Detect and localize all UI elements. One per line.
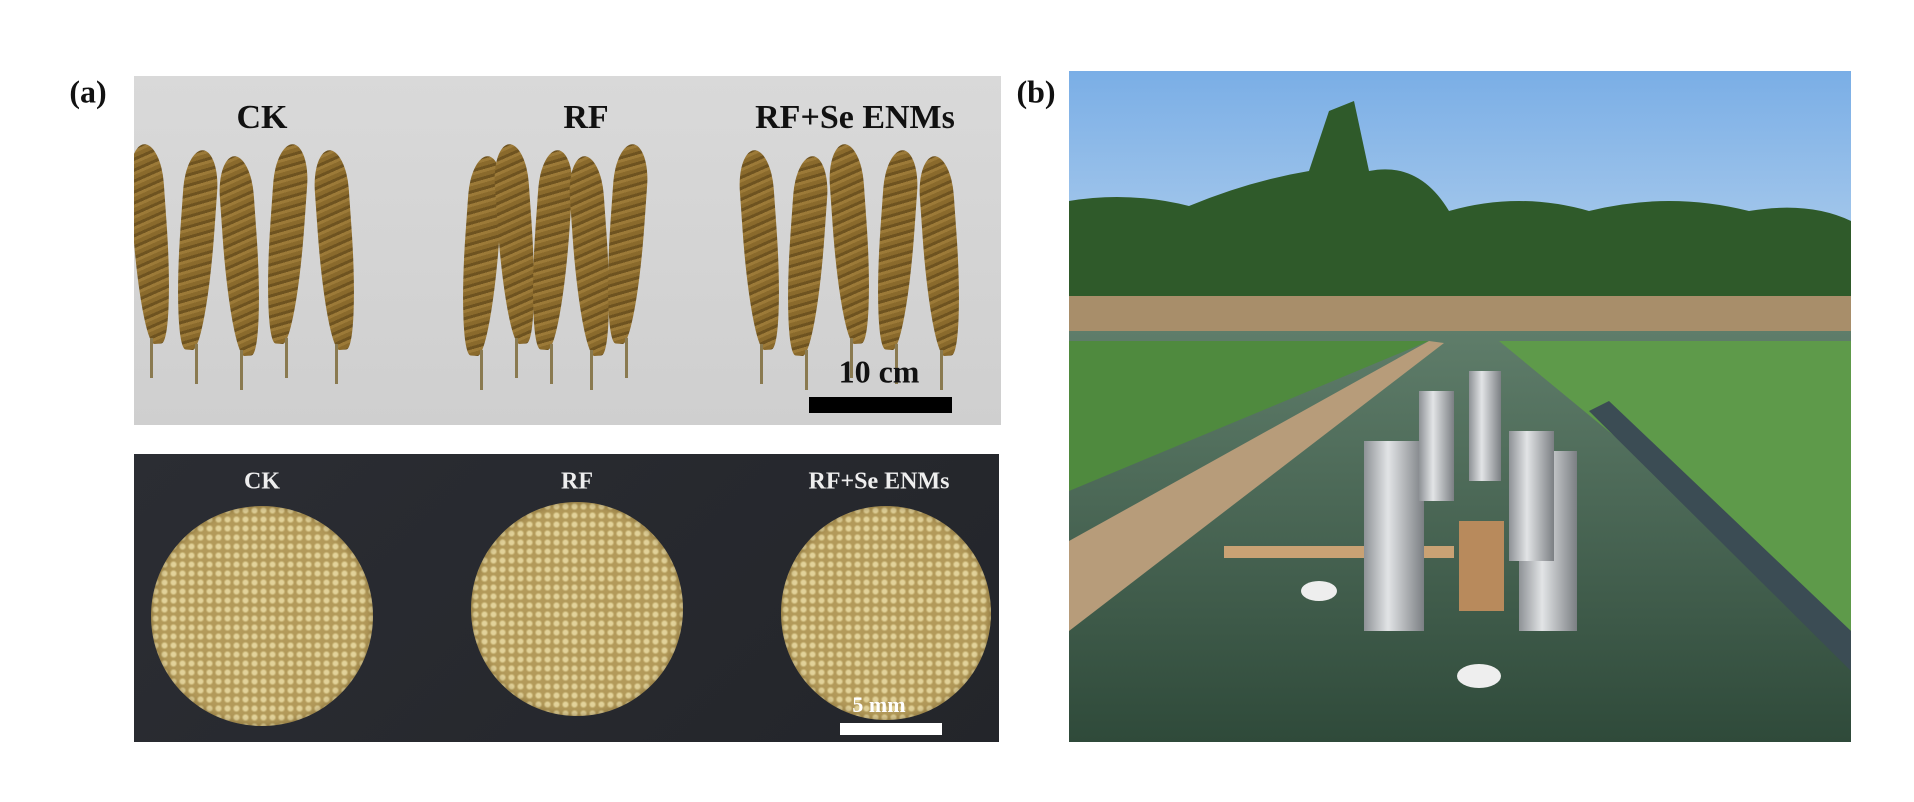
panicle-stem <box>195 344 198 384</box>
group-label-rf-se: RF+Se ENMs <box>808 468 950 495</box>
panicle <box>872 149 920 351</box>
panicle <box>527 149 575 351</box>
grain-pile-rf-se <box>781 506 991 720</box>
wooden-stand <box>1459 521 1504 611</box>
plot-divider <box>1589 401 1851 671</box>
treeline <box>1069 101 1851 311</box>
metal-cylinder <box>1509 431 1554 561</box>
panicle-stem <box>590 350 593 390</box>
white-funnel <box>1301 581 1337 601</box>
walkway <box>1069 341 1444 631</box>
metal-cylinder <box>1419 391 1454 501</box>
embankment <box>1069 296 1851 336</box>
grain-pile-rf <box>471 502 683 716</box>
panicle-stem <box>150 338 153 378</box>
scale-bar-label: 5 mm <box>852 692 906 717</box>
panicle-stem <box>805 350 808 390</box>
panicle <box>134 143 175 345</box>
panel-a-label: (a) <box>69 73 107 110</box>
panicle <box>827 143 875 345</box>
panicle-stem <box>940 350 943 390</box>
field-scene <box>1069 71 1851 742</box>
panicle-stem <box>515 338 518 378</box>
grain-pile-ck <box>151 506 373 726</box>
panicle-stem <box>625 338 628 378</box>
panicle <box>262 143 310 345</box>
panicles-photo: CK RF RF+Se ENMs 10 cm <box>134 76 1001 425</box>
panicle <box>917 155 965 357</box>
group-label-rf: RF <box>563 99 609 136</box>
metal-cylinder <box>1364 441 1424 631</box>
panicle-stem <box>550 344 553 384</box>
group-label-rf-se: RF+Se ENMs <box>755 99 955 136</box>
paddy-field-photo <box>1069 71 1851 742</box>
panicle-stem <box>335 344 338 384</box>
panicle-stem <box>895 344 898 384</box>
panicle <box>172 149 220 351</box>
panicle-stem <box>760 344 763 384</box>
group-label-rf: RF <box>561 468 593 495</box>
group-label-ck: CK <box>244 468 280 495</box>
scale-bar <box>809 397 952 413</box>
panicle-stem <box>850 338 853 378</box>
scale-bar <box>840 723 942 735</box>
grains-photo: CK RF RF+Se ENMs 5 mm <box>134 454 999 742</box>
rice-plot-left <box>1069 341 1429 491</box>
panicle <box>602 143 650 345</box>
panicle <box>217 155 265 357</box>
metal-cylinder <box>1469 371 1501 481</box>
panicle <box>312 149 360 351</box>
panicle-stem <box>480 350 483 390</box>
white-funnel <box>1457 664 1501 688</box>
panicle <box>782 155 830 357</box>
panicle-stem <box>285 338 288 378</box>
panel-b-label: (b) <box>1016 73 1056 110</box>
panicle <box>737 149 785 351</box>
group-label-ck: CK <box>236 99 288 136</box>
scale-bar-label: 10 cm <box>838 353 920 390</box>
panicle-stem <box>240 350 243 390</box>
